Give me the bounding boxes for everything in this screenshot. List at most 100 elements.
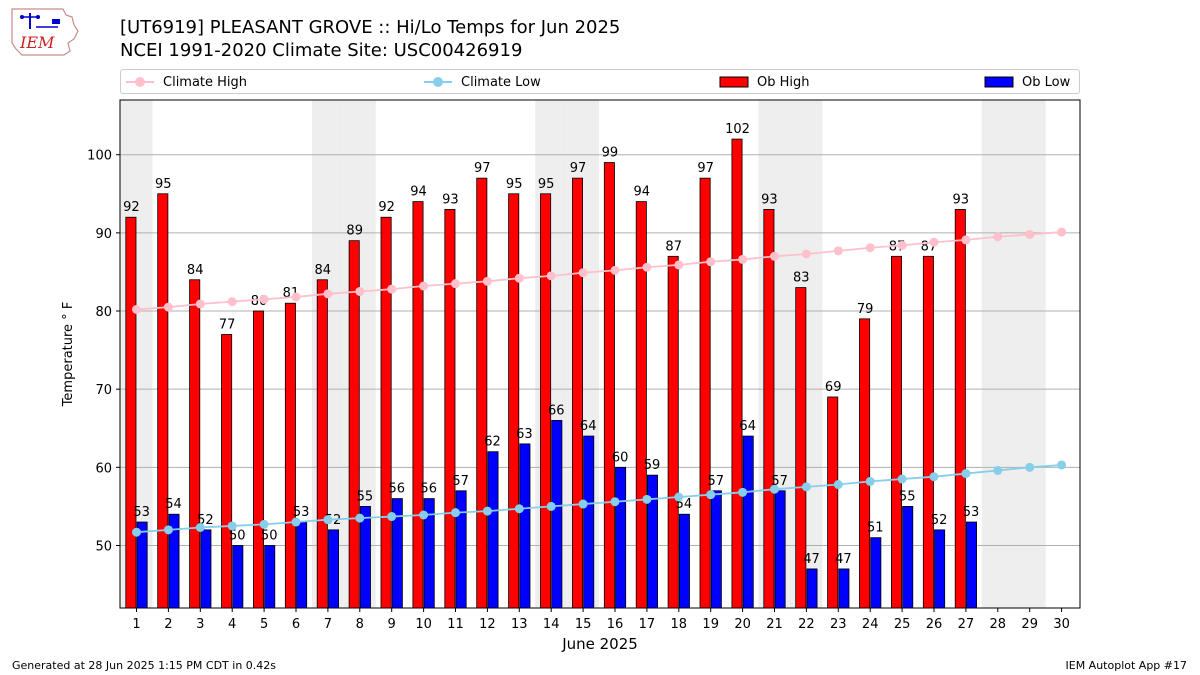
climate-high-point (195, 299, 205, 309)
ob-high-label: 97 (570, 161, 587, 176)
x-tick-label: 5 (260, 617, 268, 632)
ob-low-label: 55 (357, 489, 374, 504)
x-tick-label: 10 (415, 617, 432, 632)
ob-high-bar (348, 240, 360, 609)
ob-low-bar (296, 521, 308, 609)
ob-low-label: 56 (420, 482, 437, 497)
climate-high-point (132, 304, 141, 314)
ob-low-label: 57 (708, 474, 725, 489)
weekend-shade (981, 100, 1014, 608)
climate-high-point (1057, 227, 1067, 237)
climate-low-point (706, 490, 716, 500)
climate-high-point (419, 281, 429, 291)
ob-high-label: 69 (825, 380, 842, 395)
ob-low-bar (902, 505, 914, 609)
ob-high-label: 92 (378, 200, 395, 215)
y-tick-label: 60 (95, 461, 112, 476)
climate-high-point (323, 289, 333, 299)
ob-high-bar (667, 255, 679, 609)
climate-low-point (897, 474, 907, 484)
ob-high-label: 89 (346, 224, 363, 239)
ob-high-bar (763, 209, 775, 609)
ob-high-label: 87 (665, 239, 682, 254)
ob-high-bar (954, 209, 966, 609)
chart-subtitle: NCEI 1991-2020 Climate Site: USC00426919 (120, 40, 523, 61)
climate-high-point (929, 237, 939, 247)
climate-high-point (291, 292, 301, 302)
ob-low-label: 51 (867, 521, 884, 536)
ob-high-bar (922, 255, 934, 609)
ob-low-bar (678, 513, 690, 609)
climate-high-point (674, 260, 684, 270)
legend-label-ob-high: Ob High (757, 74, 810, 90)
x-tick-label: 26 (926, 617, 943, 632)
ob-low-bar (710, 490, 722, 609)
ob-low-label: 55 (899, 489, 916, 504)
x-tick-label: 30 (1053, 617, 1070, 632)
ob-low-label: 50 (229, 528, 246, 543)
climate-high-point (227, 297, 237, 307)
ob-high-bar (859, 318, 871, 609)
climate-low-point (674, 492, 684, 502)
ob-high-bar (221, 334, 233, 609)
ob-high-label: 95 (538, 177, 555, 192)
ob-low-label: 59 (644, 458, 661, 473)
climate-low-point (738, 487, 748, 497)
ob-high-label: 93 (761, 192, 778, 207)
x-tick-label: 14 (543, 617, 560, 632)
legend-item-ob-high: Ob High (719, 74, 810, 90)
ob-low-bar (519, 443, 531, 609)
legend-label-climate-high: Climate High (163, 74, 248, 90)
ob-low-label: 53 (133, 505, 150, 520)
climate-high-point (355, 286, 365, 296)
climate-low-point (195, 523, 205, 533)
ob-high-bar (731, 138, 743, 609)
climate-high-point (610, 265, 620, 275)
ob-high-bar (699, 177, 711, 609)
ob-high-label: 95 (506, 177, 523, 192)
legend-label-climate-low: Climate Low (461, 74, 541, 90)
ob-low-label: 62 (484, 435, 501, 450)
climate-high-point (451, 279, 460, 289)
ob-low-bar (551, 420, 563, 609)
ob-high-bar (316, 279, 328, 609)
ob-low-label: 50 (261, 528, 278, 543)
ob-low-label: 53 (293, 505, 310, 520)
x-tick-label: 19 (702, 617, 719, 632)
ob-high-bar (540, 193, 552, 609)
ob-high-label: 95 (155, 177, 172, 192)
weekend-shade (758, 100, 791, 608)
climate-high-point (833, 246, 843, 256)
y-tick-label: 80 (95, 305, 112, 320)
climate-high-point (387, 284, 397, 294)
climate-high-point (770, 251, 779, 261)
ob-high-bar (380, 216, 392, 609)
ob-high-label: 99 (602, 146, 619, 161)
ob-high-bar (827, 396, 839, 609)
climate-low-point (355, 513, 365, 523)
x-tick-label: 29 (1021, 617, 1038, 632)
climate-low-point (770, 484, 779, 494)
ob-high-label: 94 (634, 185, 651, 200)
climate-high-point (738, 254, 748, 264)
climate-high-point (259, 294, 269, 304)
climate-high-point (642, 262, 652, 272)
climate-low-point (132, 527, 141, 537)
climate-low-point (419, 510, 429, 520)
climate-high-line (136, 231, 1062, 311)
climate-high-point (993, 232, 1003, 242)
climate-high-point (961, 235, 971, 245)
x-tick-label: 1 (132, 617, 140, 632)
climate-high-point (801, 249, 811, 259)
legend-item-ob-low: Ob Low (984, 74, 1070, 90)
ob-low-label: 64 (580, 419, 597, 434)
climate-low-point (163, 525, 173, 535)
weekend-shade (790, 100, 823, 608)
weekend-shade (1013, 100, 1046, 608)
climate-high-point (706, 257, 716, 267)
ob-high-swatch-icon (719, 76, 749, 88)
ob-low-bar (583, 435, 595, 609)
x-tick-label: 6 (292, 617, 300, 632)
climate-low-point (546, 501, 556, 511)
